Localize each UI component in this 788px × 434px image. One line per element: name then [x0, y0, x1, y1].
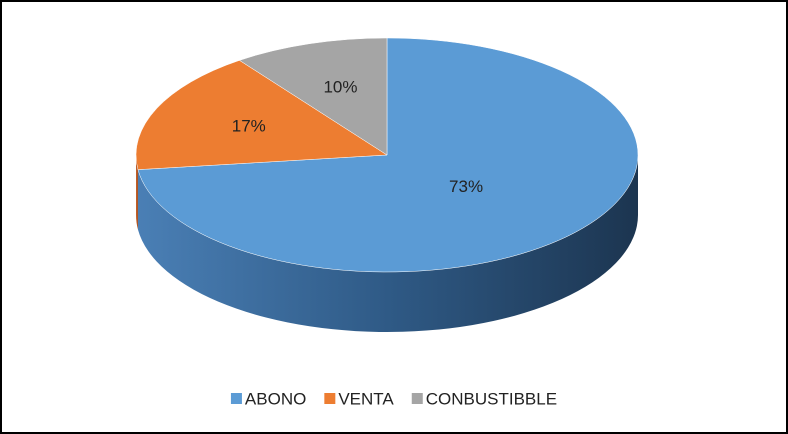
slice	[135, 60, 388, 170]
legend-label: ABONO	[245, 389, 306, 408]
data-label: 17%	[232, 117, 266, 136]
legend-label: VENTA	[338, 389, 394, 408]
legend-label: CONBUSTIBBLE	[426, 389, 557, 408]
legend-swatch	[324, 393, 336, 404]
slice-side	[136, 155, 138, 230]
data-label: 73%	[449, 177, 483, 196]
legend-swatch	[230, 393, 242, 404]
slice	[238, 37, 388, 156]
slice	[137, 37, 639, 273]
data-label: 10%	[323, 78, 357, 97]
slice-side	[137, 155, 638, 332]
legend-swatch	[411, 393, 423, 404]
